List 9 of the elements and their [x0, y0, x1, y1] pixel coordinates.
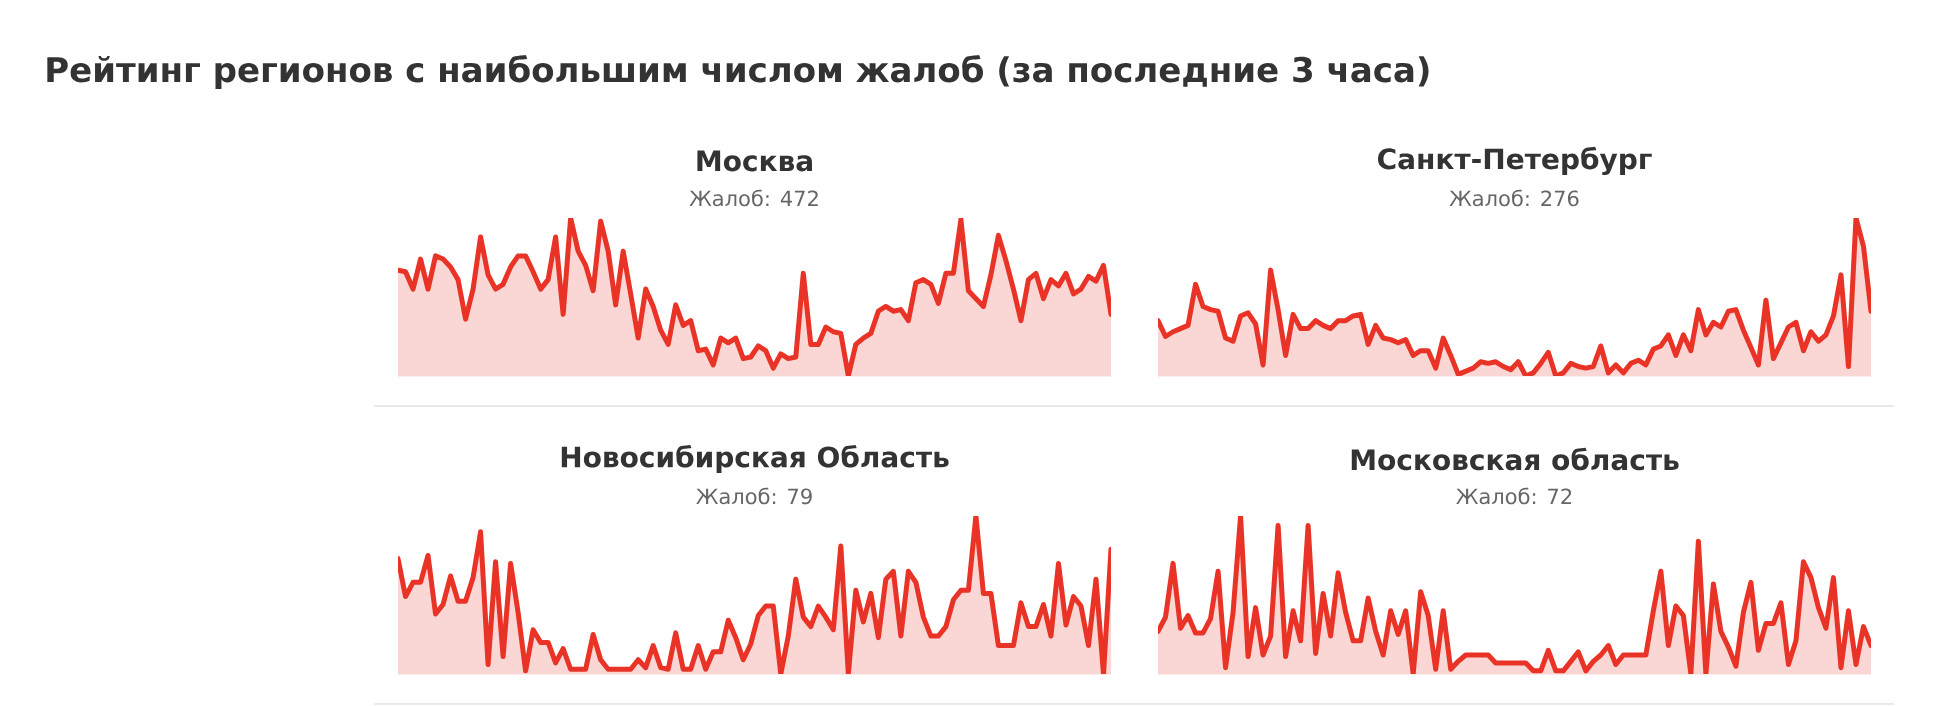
chart-title: Москва	[697, 150, 812, 172]
chart-title: Санкт-Петербург	[1378, 146, 1652, 176]
chart-subtitle: Жалоб: 79	[696, 487, 812, 505]
chart-subtitle: Жалоб: 72	[1456, 487, 1572, 505]
chart-title: Новосибирская Область	[561, 444, 949, 473]
chart-title: Московская область	[1351, 447, 1679, 471]
chart-subtitle: Жалоб: 472	[689, 189, 818, 207]
chart-subtitle: Жалоб: 276	[1449, 189, 1579, 207]
text: Рейтинг регионов с наибольшим числом жалоб (за последние 3 часа)	[47, 54, 1429, 89]
